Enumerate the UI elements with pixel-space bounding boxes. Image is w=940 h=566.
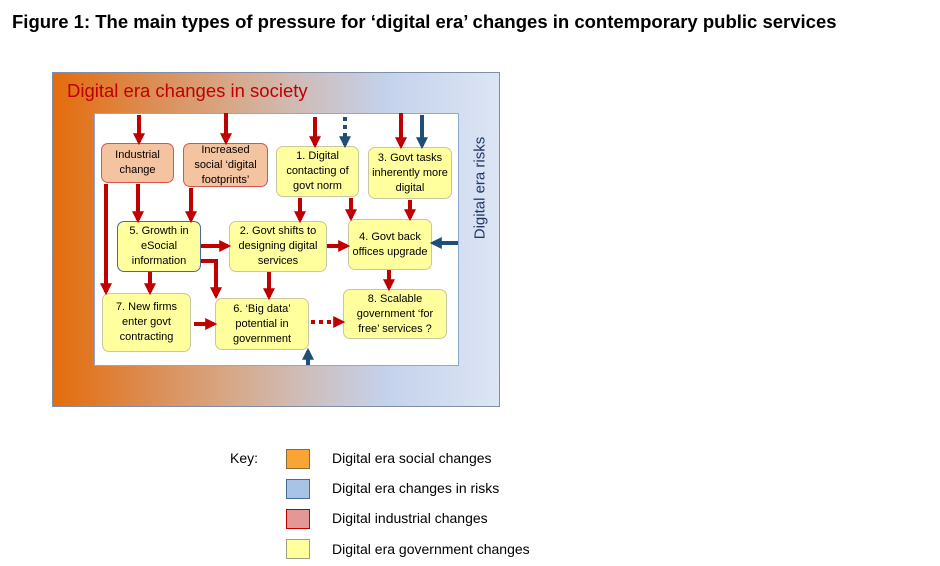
key-item-industrial: Digital industrial changes xyxy=(332,510,488,526)
box-designing-digital-services: 2. Govt shifts to designing digital serv… xyxy=(229,221,327,272)
box-new-firms: 7. New firms enter govt contracting xyxy=(102,293,191,352)
red-arrow xyxy=(201,259,222,300)
key-swatch-industrial xyxy=(286,509,310,529)
key-label: Key: xyxy=(230,450,259,466)
society-label: Digital era changes in society xyxy=(67,80,308,101)
box-scalable-government: 8. Scalable government ‘for free’ servic… xyxy=(343,289,447,339)
box-govt-tasks-digital: 3. Govt tasks inherently more digital xyxy=(368,147,452,199)
key-item-risks: Digital era changes in risks xyxy=(332,480,500,496)
key-item-social: Digital era social changes xyxy=(332,450,492,466)
key-swatch-social xyxy=(286,449,310,469)
box-industrial-change: Industrial change xyxy=(101,143,174,183)
box-back-offices-upgrade: 4. Govt back offices upgrade xyxy=(348,219,432,270)
box-digital-contacting: 1. Digital contacting of govt norm xyxy=(276,146,359,197)
key-item-government: Digital era government changes xyxy=(332,541,530,557)
key-swatch-risks xyxy=(286,479,310,499)
key-swatch-government xyxy=(286,539,310,559)
figure-title: Figure 1: The main types of pressure for… xyxy=(12,11,837,32)
box-esocial-information: 5. Growth in eSocial information xyxy=(117,221,201,272)
